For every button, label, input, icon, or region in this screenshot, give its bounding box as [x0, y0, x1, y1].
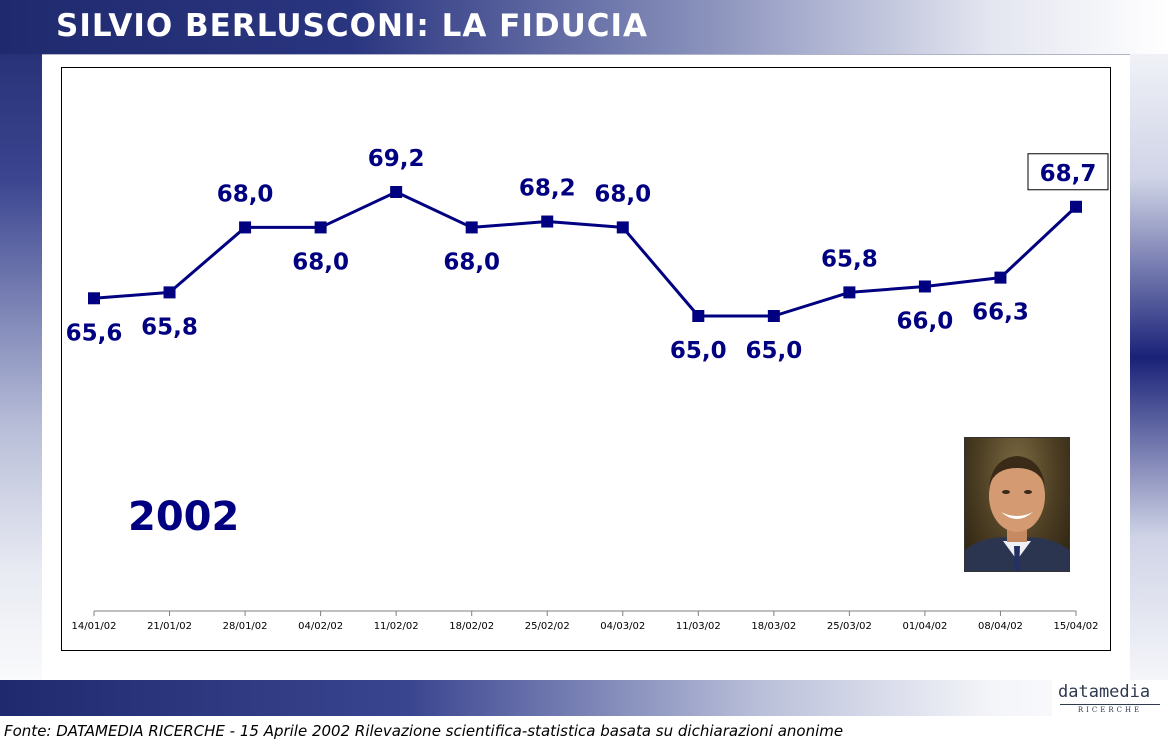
- x-tick-label: 18/02/02: [449, 621, 494, 632]
- data-point: [767, 310, 780, 322]
- data-point: [465, 221, 478, 234]
- x-tick-label: 01/04/02: [902, 621, 947, 632]
- chart-area: 14/01/02 21/01/02 28/01/02 04/02/02 11/02/02…: [61, 67, 1111, 651]
- x-tick-label: 11/03/02: [676, 621, 721, 632]
- x-tick-label: 25/03/02: [827, 621, 872, 632]
- right-frame: [1130, 0, 1168, 716]
- portrait-photo: [964, 437, 1070, 572]
- line-chart: 14/01/02 21/01/02 28/01/02 04/02/02 11/02/02…: [66, 146, 1109, 632]
- data-point: [541, 215, 554, 228]
- data-label: 65,6: [66, 320, 123, 346]
- year-label: 2002: [128, 494, 240, 540]
- x-tick-label: 18/03/02: [751, 621, 796, 632]
- data-label: 65,8: [141, 314, 198, 340]
- x-tick-label: 08/04/02: [978, 621, 1023, 632]
- data-label: 66,3: [972, 300, 1029, 326]
- x-tick-label: 25/02/02: [525, 621, 570, 632]
- x-tick-label: 15/04/02: [1054, 621, 1099, 632]
- data-point: [390, 186, 403, 198]
- data-label: 68,0: [292, 249, 349, 275]
- x-tick-label: 21/01/02: [147, 621, 192, 632]
- data-point: [616, 221, 629, 234]
- logo-subtitle: RICERCHE: [1060, 704, 1160, 714]
- data-label: 69,2: [368, 146, 425, 172]
- data-point: [918, 280, 931, 293]
- data-label: 68,0: [594, 181, 651, 207]
- title-bar: SILVIO BERLUSCONI: LA FIDUCIA: [0, 0, 1168, 54]
- source-note: Fonte: DATAMEDIA RICERCHE - 15 Aprile 20…: [4, 722, 844, 740]
- data-label: 65,8: [821, 246, 878, 272]
- left-frame: [0, 0, 42, 716]
- logo-name: datamedia: [1058, 682, 1151, 702]
- data-point: [1070, 200, 1082, 213]
- data-label: 68,2: [519, 176, 576, 202]
- data-label: 66,0: [897, 308, 954, 334]
- x-tick-label: 14/01/02: [72, 621, 117, 632]
- x-tick-label: 04/03/02: [600, 621, 645, 632]
- highlight-box: [1027, 153, 1109, 191]
- data-point: [239, 221, 252, 234]
- data-point: [692, 310, 705, 322]
- x-tick-label: 28/01/02: [223, 621, 268, 632]
- title-divider: [42, 54, 1130, 55]
- data-label: 68,0: [443, 249, 500, 275]
- data-label: 68,7: [1040, 161, 1097, 187]
- data-point: [314, 221, 327, 234]
- x-tick-label: 11/02/02: [374, 621, 419, 632]
- x-tick-label: 04/02/02: [298, 621, 343, 632]
- bottom-bar: [0, 680, 1168, 716]
- data-point: [163, 286, 176, 299]
- data-label: 65,0: [745, 338, 802, 364]
- data-point: [88, 292, 100, 305]
- series-line: [93, 190, 1078, 318]
- data-point: [843, 286, 856, 299]
- data-point: [994, 271, 1007, 284]
- data-label: 68,0: [217, 181, 274, 207]
- datamedia-logo: datamedia RICERCHE: [1052, 680, 1166, 718]
- page-title: SILVIO BERLUSCONI: LA FIDUCIA: [56, 8, 649, 44]
- data-label: 65,0: [670, 338, 727, 364]
